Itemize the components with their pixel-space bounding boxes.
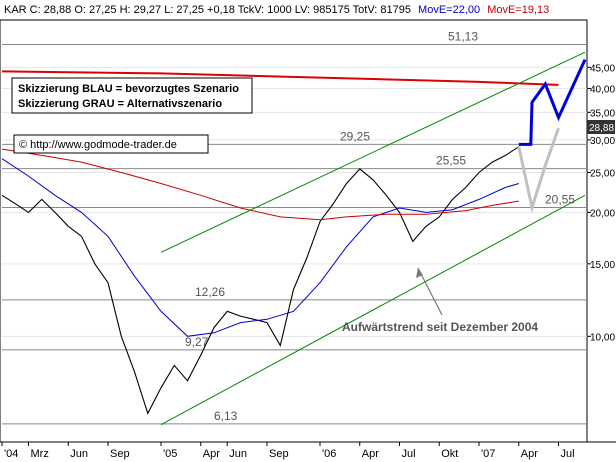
trend-annotation: Aufwärtstrend seit Dezember 2004: [342, 267, 538, 334]
y-tick-label: 40,00: [590, 84, 615, 95]
x-tick-label: Mrz: [31, 448, 49, 460]
last-price-tag: 28,88: [587, 120, 615, 134]
header-ohlc-text: KAR C: 28,88 O: 27,25 H: 29,27 L: 27,25 …: [4, 4, 411, 16]
series-line-price: [1, 146, 520, 415]
y-axis: 10,00 15,00 20,00 25,00 30,00 35,00 40,00 45,00: [587, 63, 615, 343]
series-line-scenario-blue: [518, 58, 587, 146]
last-price-tag-box: [587, 120, 615, 134]
level-label: 29,25: [340, 129, 370, 143]
y-tick-label: 35,00: [590, 108, 615, 119]
series-line-channel-lower: [160, 194, 586, 426]
x-tick-label: '04: [4, 448, 18, 460]
x-tick-label: '05: [163, 448, 177, 460]
copyright-text: © http://www.godmode-trader.de: [19, 139, 177, 151]
level-label: 20,55: [545, 193, 575, 207]
y-tick-label: 30,00: [590, 136, 615, 147]
annotation-arrow-line: [417, 267, 443, 316]
series-line-ma-short: [1, 158, 519, 337]
support-resistance-levels: [2, 44, 587, 425]
x-tick-label: Okt: [441, 448, 458, 460]
scenario-legend: Skizzierung BLAU = bevorzugtes Szenario …: [11, 77, 253, 114]
level-label: 6,13: [214, 409, 238, 423]
x-tick-label: Apr: [362, 448, 379, 460]
x-axis: '04 Mrz Jun Sep '05 Apr Jun Sep '06 Apr Jul Okt '07 A…: [1, 442, 575, 460]
x-tick-label: Jun: [70, 448, 88, 460]
y-tick-label: 45,00: [590, 63, 615, 74]
header-bar: [0, 0, 616, 18]
header-text: KAR C: 28,88 O: 27,25 H: 29,27 L: 27,25 …: [4, 4, 549, 16]
x-tick-label: Apr: [521, 448, 538, 460]
series-line-channel-upper: [160, 51, 586, 253]
level-labels: 51,13 29,25 25,55 20,55 12,26 9,27 6,13: [185, 30, 575, 423]
annotation-arrowhead: [416, 268, 423, 278]
level-label: 25,55: [436, 154, 466, 168]
header-ma-red-text: MovE=19,13: [487, 4, 549, 16]
legend-line-blue: Skizzierung BLAU = bevorzugtes Szenario: [18, 83, 239, 95]
y-tick-label: 15,00: [590, 260, 615, 271]
y-tick-label: 10,00: [590, 332, 615, 343]
x-tick-label: Sep: [110, 448, 130, 460]
x-tick-label: '06: [322, 448, 336, 460]
level-label: 51,13: [448, 30, 478, 44]
series-layer: [1, 51, 587, 426]
series-line-ma-long: [1, 70, 559, 86]
x-tick-label: Sep: [269, 448, 289, 460]
x-tick-label: Jul: [402, 448, 416, 460]
scenario-legend-box: [11, 77, 253, 114]
header-ma-blue-text: MovE=22,00: [418, 4, 480, 16]
x-tick-label: '07: [481, 448, 495, 460]
last-price-tag-text: 28,88: [589, 123, 614, 134]
series-line-scenario-gray: [517, 127, 560, 214]
x-tick-label: Jul: [561, 448, 575, 460]
y-tick-label: 20,00: [590, 208, 615, 219]
copyright-box: © http://www.godmode-trader.de: [13, 134, 209, 154]
legend-line-gray: Skizzierung GRAU = Alternativszenario: [18, 98, 222, 110]
annotation-text: Aufwärtstrend seit Dezember 2004: [342, 320, 538, 334]
level-label: 9,27: [185, 335, 209, 349]
level-label: 12,26: [195, 285, 225, 299]
x-tick-label: Jun: [229, 448, 247, 460]
copyright-frame: [13, 134, 209, 154]
series-line-ma-medium: [1, 148, 519, 221]
x-tick-label: Apr: [203, 448, 220, 460]
y-tick-label: 25,00: [590, 168, 615, 179]
